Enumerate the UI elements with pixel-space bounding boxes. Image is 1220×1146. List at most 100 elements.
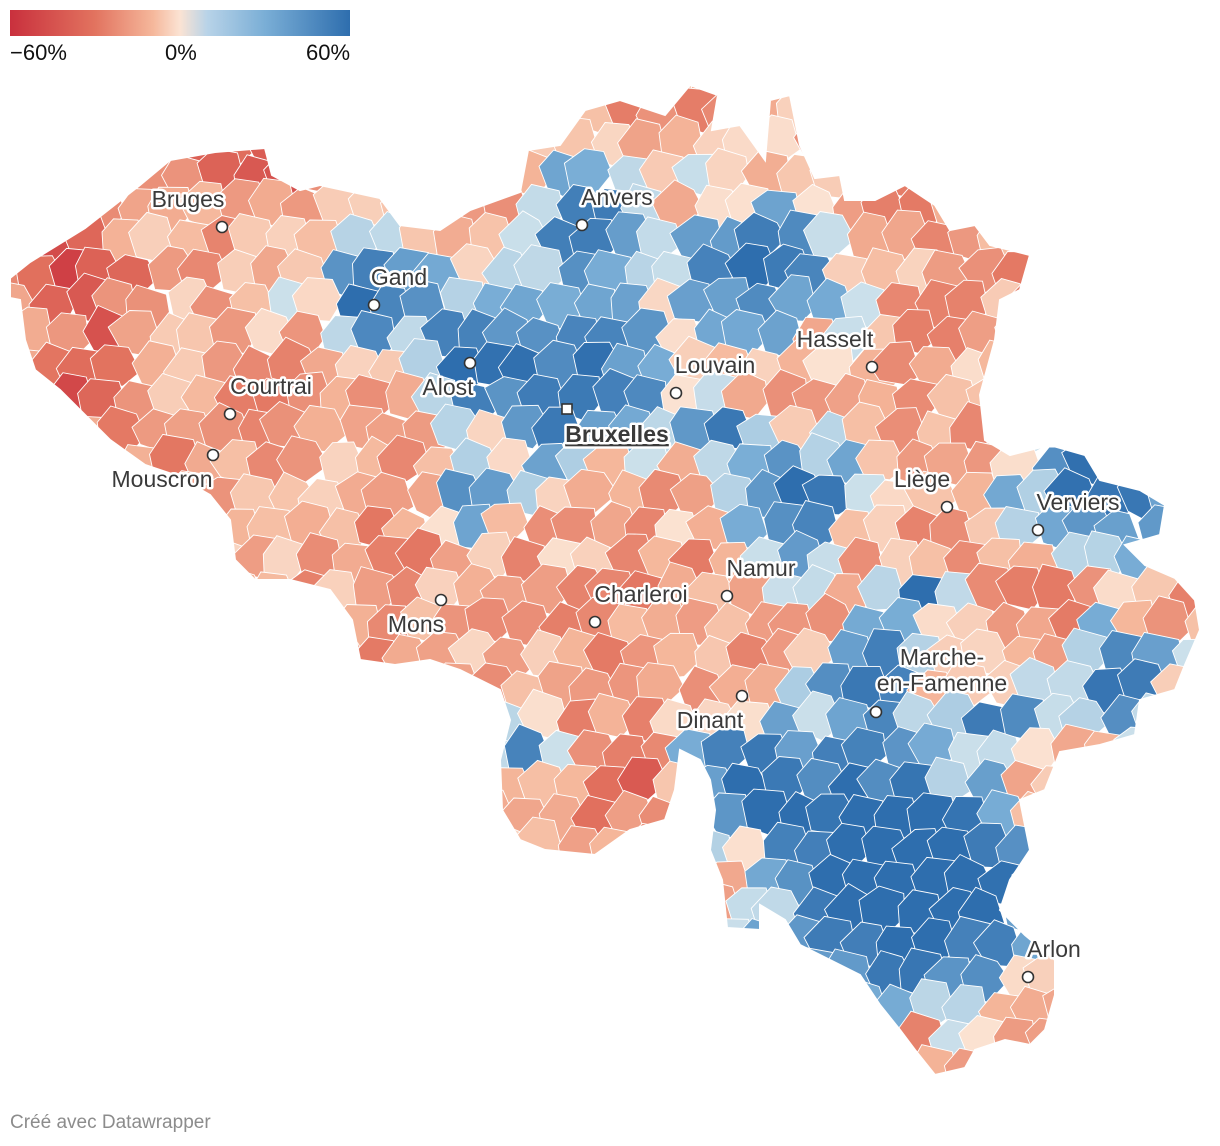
municipality-cell [383, 85, 428, 100]
legend-mid-label: 0% [165, 40, 197, 65]
city-marker [463, 356, 477, 370]
municipality-cell [856, 85, 902, 101]
municipality-cell [601, 1044, 652, 1075]
municipality-cell [1030, 377, 1075, 424]
municipality-cell [348, 823, 398, 873]
municipality-cell [216, 698, 268, 751]
municipality-cell [1062, 759, 1115, 808]
municipality-cell [410, 763, 465, 808]
municipality-cell [1144, 920, 1194, 962]
municipality-cell [291, 601, 343, 651]
municipality-cell [282, 1016, 331, 1064]
municipality-cell [911, 86, 961, 138]
municipality-cell [267, 916, 315, 969]
municipality-cell [231, 90, 278, 139]
city-label: Verviers [1036, 489, 1119, 515]
municipality-cell [197, 732, 244, 781]
municipality-cell [383, 122, 432, 165]
municipality-cell [438, 986, 486, 1034]
municipality-cell [37, 957, 91, 1002]
municipality-cell [772, 1047, 822, 1075]
municipality-cell [1128, 954, 1179, 1000]
municipality-cell [10, 624, 57, 675]
municipality-cell [15, 572, 64, 621]
municipality-cell [10, 631, 28, 680]
municipality-cell [1113, 726, 1162, 774]
city-label: Anvers [581, 184, 653, 210]
municipality-cell [295, 854, 346, 900]
municipality-cell [994, 308, 1042, 358]
municipality-cell [299, 919, 349, 970]
city-label: Mons [388, 611, 444, 637]
municipality-cell [149, 632, 201, 682]
city-label: Arlon [1027, 936, 1081, 962]
municipality-cell [10, 923, 40, 971]
municipality-cell [1179, 863, 1200, 908]
municipality-cell [371, 1048, 421, 1075]
municipality-cell [31, 794, 79, 846]
municipality-cell [1178, 978, 1200, 1030]
municipality-cell [265, 988, 317, 1037]
municipality-cell [619, 946, 668, 995]
municipality-cell [147, 951, 200, 999]
municipality-cell [1047, 342, 1101, 391]
municipality-cell [268, 730, 317, 783]
municipality-cell [1110, 347, 1165, 393]
municipality-cell [1075, 154, 1124, 201]
municipality-cell [117, 85, 163, 105]
municipality-cell [588, 947, 642, 998]
municipality-cell [453, 948, 503, 1001]
municipality-cell [921, 125, 973, 171]
municipality-cell [10, 600, 39, 645]
municipality-cell [1090, 1013, 1141, 1062]
municipality-cell [100, 602, 145, 652]
municipality-cell [181, 506, 232, 560]
municipality-cell [689, 946, 744, 998]
city-marker [215, 220, 229, 234]
municipality-cell [774, 983, 826, 1034]
municipality-cell [1065, 313, 1113, 362]
municipality-cell [1129, 244, 1183, 298]
municipality-cell [394, 730, 446, 779]
municipality-cell [568, 980, 621, 1030]
municipality-cell [38, 882, 89, 928]
municipality-cell [1108, 148, 1159, 195]
municipality-cell [1091, 315, 1143, 359]
municipality-cell [316, 1021, 362, 1066]
municipality-cell [277, 884, 327, 931]
municipality-cell [1178, 281, 1200, 331]
municipality-cell [213, 761, 264, 805]
municipality-cell [824, 85, 875, 106]
municipality-cell [603, 915, 655, 968]
city-anvers: Anvers [575, 182, 655, 232]
municipality-cell [10, 475, 48, 528]
municipality-cell [75, 635, 125, 681]
municipality-cell [1083, 858, 1132, 910]
city-louvain: Louvain [669, 350, 758, 400]
municipality-cell [814, 981, 862, 1034]
municipality-cell [1119, 987, 1168, 1040]
municipality-cell [1076, 983, 1128, 1033]
municipality-cell [10, 440, 31, 494]
municipality-cell [1184, 404, 1200, 454]
municipality-cell [455, 757, 508, 807]
municipality-cell [947, 154, 995, 206]
municipality-cell [335, 982, 385, 1031]
municipality-cell [311, 892, 362, 939]
municipality-cell [334, 722, 384, 774]
municipality-cell [178, 691, 230, 739]
municipality-cell [463, 988, 516, 1035]
municipality-cell [456, 696, 505, 748]
municipality-cell [377, 819, 428, 870]
municipality-cell [37, 503, 89, 547]
municipality-cell [232, 859, 278, 909]
municipality-cell [1147, 345, 1200, 395]
municipality-cell [1177, 792, 1200, 842]
municipality-cell [115, 121, 165, 171]
municipality-cell [10, 956, 58, 1004]
municipality-cell [1115, 408, 1165, 459]
municipality-cell [671, 982, 719, 1027]
municipality-cell [843, 85, 894, 135]
municipality-cell [1133, 178, 1181, 230]
municipality-cell [485, 1012, 532, 1064]
